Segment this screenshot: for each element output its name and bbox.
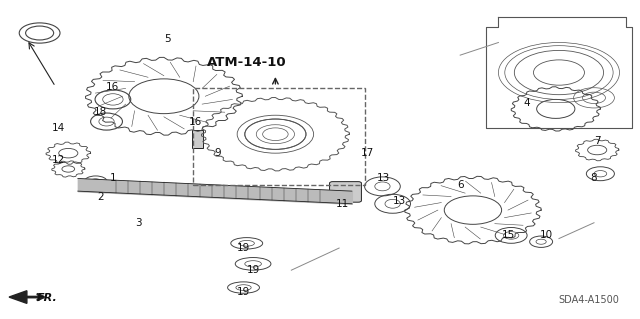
Text: 15: 15 [501,230,515,241]
Text: 13: 13 [393,196,406,206]
Text: 4: 4 [524,98,531,108]
Text: 9: 9 [215,148,221,158]
Text: 13: 13 [377,174,390,183]
Text: 18: 18 [93,107,107,117]
Text: 7: 7 [594,136,600,145]
Text: 19: 19 [246,265,260,275]
Text: 10: 10 [540,230,553,241]
Text: 17: 17 [361,148,374,158]
Bar [192,130,204,148]
FancyBboxPatch shape [330,182,362,202]
Text: 16: 16 [106,82,120,92]
Text: 16: 16 [189,116,202,127]
Text: SDA4-A1500: SDA4-A1500 [559,295,620,305]
Text: ATM-14-10: ATM-14-10 [207,56,287,69]
Text: 19: 19 [237,287,250,297]
Text: 19: 19 [237,243,250,253]
Text: 1: 1 [109,174,116,183]
Text: 2: 2 [97,192,104,203]
Text: 3: 3 [135,218,141,228]
Text: 6: 6 [457,180,463,190]
Polygon shape [9,291,27,303]
Text: 11: 11 [335,199,349,209]
Text: 14: 14 [52,123,65,133]
Text: 8: 8 [591,174,597,183]
Text: 5: 5 [164,34,170,44]
Text: FR.: FR. [36,293,57,303]
Text: 12: 12 [52,154,65,165]
